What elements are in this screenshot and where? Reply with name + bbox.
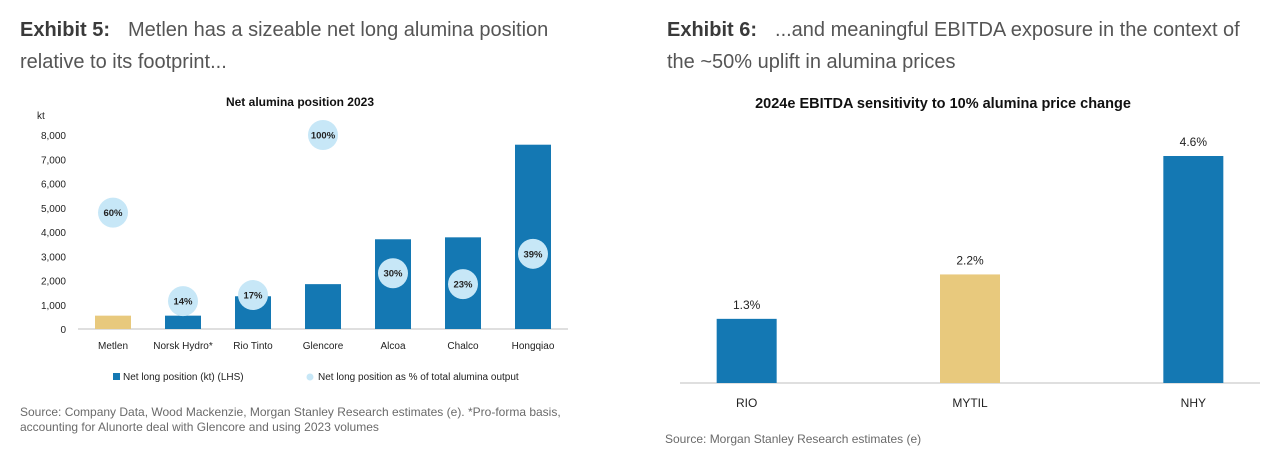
chart2-title: 2024e EBITDA sensitivity to 10% alumina … bbox=[755, 96, 1131, 112]
exhibit-6-title-line1: ...and meaningful EBITDA exposure in the… bbox=[775, 19, 1240, 41]
chart2-x-tick: NHY bbox=[1181, 396, 1206, 410]
exhibit-5-label: Exhibit 5: bbox=[20, 19, 111, 41]
chart1-bubble-label: 30% bbox=[383, 269, 403, 280]
chart1-legend-bar-label: Net long position (kt) (LHS) bbox=[123, 372, 244, 383]
exhibit-5-title-line2: relative to its footprint... bbox=[20, 51, 227, 73]
chart1-legend-bar-swatch bbox=[113, 373, 120, 380]
chart1-y-tick: 5,000 bbox=[41, 204, 66, 215]
chart1-y-tick: 0 bbox=[60, 325, 66, 336]
exhibit-6-label: Exhibit 6: bbox=[667, 19, 758, 41]
chart1-bubble bbox=[308, 120, 338, 150]
chart1-y-tick: 3,000 bbox=[41, 252, 66, 263]
chart1-y-tick: 7,000 bbox=[41, 155, 66, 166]
ebitda-sensitivity-chart: 2024e EBITDA sensitivity to 10% alumina … bbox=[680, 96, 1260, 410]
chart1-x-tick: Norsk Hydro* bbox=[153, 341, 213, 352]
chart2-x-tick: MYTIL bbox=[952, 396, 988, 410]
chart1-x-tick: Metlen bbox=[98, 341, 128, 352]
chart1-bubble bbox=[238, 280, 268, 311]
chart1-x-tick: Glencore bbox=[303, 341, 344, 352]
chart1-y-tick: 4,000 bbox=[41, 228, 66, 239]
exhibit-5-header: Exhibit 5: Metlen has a sizeable net long… bbox=[20, 14, 630, 78]
exhibit-6-title-line2: the ~50% uplift in alumina prices bbox=[667, 51, 956, 73]
chart1-legend-bubble-swatch bbox=[306, 373, 314, 381]
exhibit-5-panel: Exhibit 5: Metlen has a sizeable net long… bbox=[0, 0, 640, 457]
chart2-data-label: 4.6% bbox=[1180, 135, 1208, 149]
chart1-bar bbox=[95, 315, 131, 329]
exhibit-6-source: Source: Morgan Stanley Research estimate… bbox=[665, 432, 922, 446]
chart1-bubble-label: 17% bbox=[243, 291, 263, 302]
chart1-bubble bbox=[168, 286, 198, 317]
chart2-x-tick: RIO bbox=[736, 396, 757, 410]
chart2-bar bbox=[940, 274, 1000, 383]
exhibit-5-source-line1: Source: Company Data, Wood Mackenzie, Mo… bbox=[20, 405, 561, 419]
chart1-y-tick: 8,000 bbox=[41, 131, 66, 142]
chart1-legend-bubble-label: Net long position as % of total alumina … bbox=[318, 372, 519, 383]
chart1-y-tick: 1,000 bbox=[41, 301, 66, 312]
chart1-x-tick: Alcoa bbox=[380, 341, 405, 352]
chart1-bar bbox=[515, 144, 551, 329]
chart2-data-label: 2.2% bbox=[956, 253, 984, 267]
chart1-bubble-label: 14% bbox=[173, 297, 193, 308]
chart1-bubble-label: 23% bbox=[453, 280, 473, 291]
net-alumina-chart: Net alumina position 2023 kt 0 1,000 2,000 3,… bbox=[37, 95, 568, 383]
chart1-bar bbox=[305, 284, 341, 329]
chart1-title: Net alumina position 2023 bbox=[226, 95, 374, 109]
chart1-x-tick: Chalco bbox=[447, 341, 479, 352]
chart2-bar bbox=[1163, 156, 1224, 383]
exhibit-6-panel: Exhibit 6: ...and meaningful EBITDA expos… bbox=[650, 0, 1286, 457]
chart1-bubble bbox=[448, 269, 478, 300]
chart1-x-tick: Rio Tinto bbox=[233, 341, 273, 352]
exhibit-5-source: Source: Company Data, Wood Mackenzie, Mo… bbox=[20, 405, 635, 435]
chart1-bar bbox=[165, 315, 201, 329]
chart1-y-tick: 2,000 bbox=[41, 277, 66, 288]
chart2-data-label: 1.3% bbox=[733, 298, 761, 312]
chart1-x-tick: Hongqiao bbox=[512, 341, 555, 352]
chart2-bar bbox=[716, 318, 777, 383]
exhibit-6-header: Exhibit 6: ...and meaningful EBITDA expos… bbox=[667, 14, 1282, 78]
chart1-bubble bbox=[98, 197, 128, 228]
chart1-bubble-label: 100% bbox=[311, 131, 336, 142]
chart1-y-unit: kt bbox=[37, 111, 45, 122]
exhibit-5-title-line1: Metlen has a sizeable net long alumina p… bbox=[128, 19, 549, 41]
chart1-bubble bbox=[378, 258, 408, 289]
chart1-y-tick: 6,000 bbox=[41, 180, 66, 191]
chart1-bubble bbox=[518, 238, 548, 269]
chart1-bubble-label: 60% bbox=[103, 208, 123, 219]
chart1-bubble-label: 39% bbox=[523, 249, 543, 260]
exhibit-5-source-line2: accounting for Alunorte deal with Glenco… bbox=[20, 420, 379, 434]
